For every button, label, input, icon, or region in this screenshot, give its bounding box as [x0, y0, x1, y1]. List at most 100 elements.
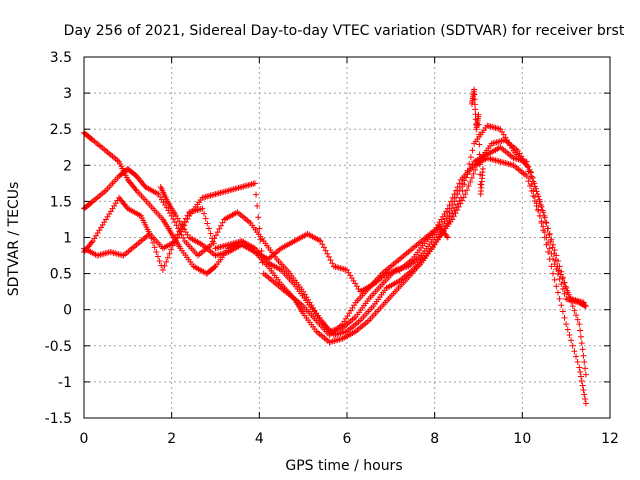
y-tick-label: 0.5 [50, 267, 72, 283]
data-point [449, 194, 456, 201]
data-point [577, 368, 584, 375]
data-point [151, 244, 158, 251]
data-point [582, 396, 589, 403]
data-point [472, 166, 479, 173]
data-point [574, 359, 581, 366]
data-point [574, 316, 581, 323]
data-point [456, 180, 463, 187]
data-point [446, 209, 453, 216]
data-point [205, 225, 212, 232]
data-point [319, 241, 326, 248]
y-tick-label: 3.5 [50, 50, 72, 66]
data-point [582, 371, 589, 378]
data-point [150, 239, 157, 246]
data-point [561, 290, 568, 297]
data-point [251, 180, 258, 187]
y-tick-label: 1 [63, 231, 72, 247]
y-tick-label: -1 [58, 375, 72, 391]
data-point [556, 295, 563, 302]
data-point [450, 213, 457, 220]
y-axis-title: SDTVAR / TECUs [6, 182, 22, 297]
plot-frame [83, 56, 611, 419]
data-point [573, 353, 580, 360]
data-point [219, 219, 226, 226]
data-point [453, 187, 460, 194]
data-point [476, 131, 483, 138]
data-point [460, 194, 467, 201]
data-point [571, 348, 578, 355]
series-track-c [81, 155, 589, 338]
data-point [560, 279, 567, 286]
data-point [213, 232, 220, 239]
data-point [322, 247, 329, 254]
data-point [324, 250, 331, 257]
data-point [549, 244, 556, 251]
data-point [565, 291, 572, 298]
data-point [541, 212, 548, 219]
data-point [171, 238, 178, 245]
data-point [531, 180, 538, 187]
data-point [543, 220, 550, 227]
data-point [582, 400, 589, 407]
data-point [454, 183, 461, 190]
data-point [467, 154, 474, 161]
data-point [523, 173, 530, 180]
data-point [176, 228, 183, 235]
series-track-e [157, 183, 451, 295]
x-tick-label: 0 [80, 431, 89, 447]
data-point [539, 207, 546, 214]
data-point [530, 192, 537, 199]
data-point [573, 312, 580, 319]
data-point [558, 302, 565, 309]
tick-labels: 0 2 4 6 8 10 12 -1.5 -1 -0.5 0 0.5 1 1.5 2 2.5 3 3.5 [45, 50, 619, 447]
data-point [558, 280, 565, 287]
data-point [551, 250, 558, 257]
data-point [542, 219, 549, 226]
data-point [582, 365, 589, 372]
series-spike [468, 86, 486, 198]
y-tick-label: 2.5 [50, 122, 72, 138]
data-point [473, 162, 480, 169]
data-point [559, 308, 566, 315]
data-point [529, 174, 536, 181]
data-point [153, 248, 160, 255]
data-point [566, 331, 573, 338]
data-point [169, 242, 176, 249]
data-point [538, 218, 545, 225]
data-point [451, 191, 458, 198]
data-point [550, 241, 557, 248]
data-point [202, 215, 209, 222]
y-tick-label: -1.5 [45, 411, 72, 427]
data-point [182, 215, 189, 222]
data-point [217, 222, 224, 229]
data-point [534, 191, 541, 198]
data-point [253, 191, 260, 198]
data-point [443, 233, 450, 240]
data-point [476, 161, 483, 168]
data-point [476, 151, 483, 158]
data-point [580, 352, 587, 359]
data-point [457, 200, 464, 207]
data-point [88, 239, 95, 246]
data-point [577, 333, 584, 340]
data-point [544, 225, 551, 232]
data-point [467, 178, 474, 185]
data-point [528, 188, 535, 195]
data-point [569, 342, 576, 349]
data-point [174, 231, 181, 238]
data-point [466, 160, 473, 167]
data-point [161, 262, 168, 269]
y-tick-label: 2 [63, 158, 72, 174]
data-point [563, 321, 570, 328]
data-point [132, 186, 139, 193]
data-point [259, 259, 266, 266]
x-tick-label: 8 [430, 431, 439, 447]
y-tick-label: 0 [63, 303, 72, 319]
x-tick-label: 4 [255, 431, 264, 447]
data-point [325, 253, 332, 260]
data-point [540, 223, 547, 230]
data-point [533, 185, 540, 192]
data-point [462, 191, 469, 198]
data-point [579, 382, 586, 389]
data-point [578, 340, 585, 347]
